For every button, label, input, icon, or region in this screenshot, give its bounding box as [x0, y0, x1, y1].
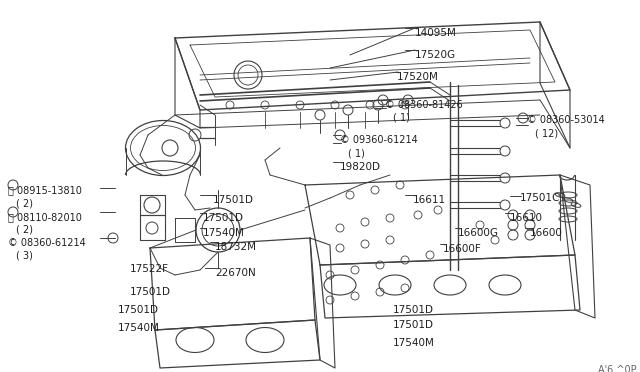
Text: © 08360-61214: © 08360-61214 [8, 238, 86, 248]
Text: 16611: 16611 [413, 195, 446, 205]
Text: 16600F: 16600F [443, 244, 482, 254]
Text: 17501C: 17501C [520, 193, 561, 203]
Text: ( 2): ( 2) [16, 198, 33, 208]
Text: 17501D: 17501D [213, 195, 254, 205]
Text: A'6 ^0P 8: A'6 ^0P 8 [598, 365, 640, 372]
Text: © 08360-81426: © 08360-81426 [385, 100, 463, 110]
Text: © 08360-53014: © 08360-53014 [527, 115, 605, 125]
Text: 17501D: 17501D [203, 213, 244, 223]
Text: 17501D: 17501D [393, 320, 434, 330]
Text: ( 12): ( 12) [535, 128, 558, 138]
Text: 16610: 16610 [510, 213, 543, 223]
Text: 17520G: 17520G [415, 50, 456, 60]
Text: 16600G: 16600G [458, 228, 499, 238]
Text: 17540M: 17540M [393, 338, 435, 348]
Text: ( 3): ( 3) [16, 251, 33, 261]
Text: 17522F: 17522F [130, 264, 169, 274]
Text: 17501D: 17501D [393, 305, 434, 315]
Text: 17540M: 17540M [203, 228, 245, 238]
Text: 17501D: 17501D [118, 305, 159, 315]
Text: 19820D: 19820D [340, 162, 381, 172]
Text: 14095M: 14095M [415, 28, 457, 38]
Text: 22670N: 22670N [215, 268, 256, 278]
Text: 17501D: 17501D [130, 287, 171, 297]
Text: © 09360-61214: © 09360-61214 [340, 135, 418, 145]
Text: 17520M: 17520M [397, 72, 439, 82]
Text: 16600: 16600 [530, 228, 563, 238]
Text: Ⓜ 08915-13810: Ⓜ 08915-13810 [8, 185, 82, 195]
Text: ( 1): ( 1) [348, 148, 365, 158]
Text: 17540M: 17540M [118, 323, 160, 333]
Text: Ⓑ 08110-82010: Ⓑ 08110-82010 [8, 212, 82, 222]
Text: 18732M: 18732M [215, 242, 257, 252]
Text: ( 2): ( 2) [16, 225, 33, 235]
Text: ( 1): ( 1) [393, 113, 410, 123]
